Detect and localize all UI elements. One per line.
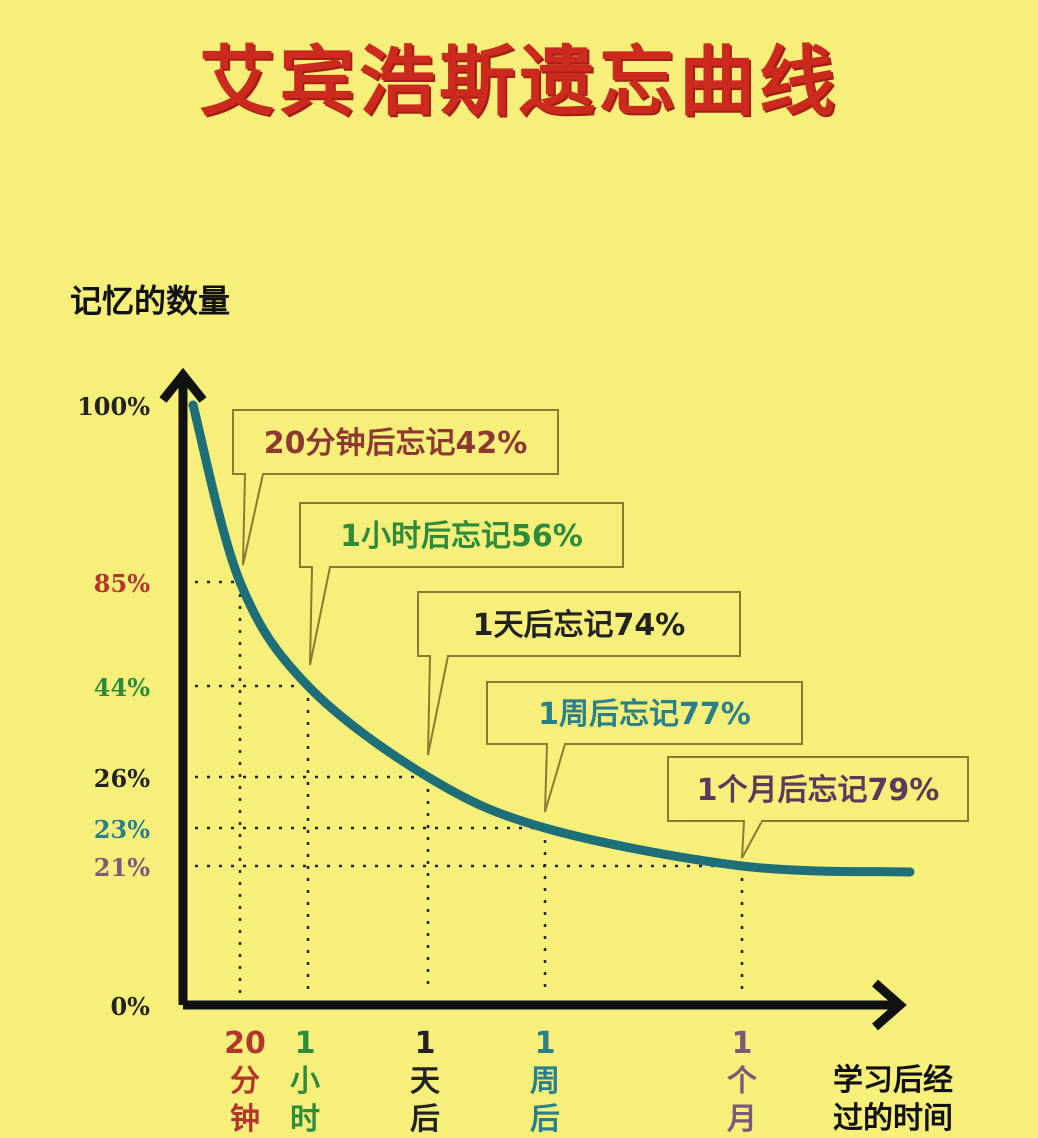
curve-data-point: [239, 581, 241, 583]
callout-box: [417, 591, 741, 657]
callout-pointer: [309, 566, 331, 666]
y-axis-label: 记忆的数量: [70, 282, 230, 320]
callout-pointer: [242, 473, 264, 566]
x-axis-label: 过的时间: [833, 1101, 953, 1136]
y-tick-label: 0%: [110, 992, 150, 1021]
y-tick-label: 44%: [94, 673, 150, 702]
y-tick-label: 21%: [94, 853, 150, 882]
callout-text: 20分钟后忘记42%: [264, 426, 528, 461]
callout-pointer: [741, 820, 763, 859]
curve-data-point: [307, 685, 309, 687]
x-tick-label: 个: [727, 1064, 758, 1099]
x-tick-label: 小: [290, 1064, 320, 1099]
callout-text: 1周后忘记77%: [538, 697, 751, 732]
x-tick-label: 1: [732, 1026, 753, 1061]
curve-data-point: [741, 865, 743, 867]
callout-box: [667, 756, 969, 822]
callout-pointer: [427, 655, 449, 756]
y-axis-arrow: [159, 367, 207, 403]
x-tick-label: 后: [530, 1102, 560, 1137]
callout-box: [232, 409, 559, 475]
x-tick-label: 1: [535, 1026, 556, 1061]
callout-text: 1个月后忘记79%: [697, 773, 940, 808]
x-axis-label: 学习后经: [833, 1063, 953, 1098]
x-tick-label: 1: [295, 1026, 316, 1061]
x-axis-arrow: [872, 979, 907, 1031]
x-tick-label: 1: [415, 1026, 436, 1061]
callout-text: 1小时后忘记56%: [340, 519, 583, 554]
callout-text: 1天后忘记74%: [473, 608, 686, 643]
x-tick-label: 天: [410, 1064, 440, 1099]
y-tick-label: 26%: [94, 764, 150, 793]
x-tick-label: 20: [224, 1026, 266, 1061]
callout-box: [486, 681, 803, 745]
x-tick-label: 时: [290, 1102, 320, 1137]
callout-pointer: [544, 743, 566, 813]
chart-title: 艾宾浩斯遗忘曲线: [199, 37, 839, 126]
x-tick-label: 后: [410, 1102, 440, 1137]
y-tick-label: 100%: [77, 392, 150, 421]
x-tick-label: 周: [530, 1064, 560, 1099]
y-tick-label: 23%: [94, 815, 150, 844]
curve-data-point: [427, 776, 429, 778]
curve-data-point: [544, 827, 546, 829]
y-tick-label: 85%: [94, 569, 150, 598]
callout-box: [299, 502, 624, 568]
x-tick-label: 钟: [230, 1102, 260, 1137]
x-tick-label: 月: [727, 1102, 757, 1137]
x-tick-label: 分: [230, 1064, 260, 1099]
